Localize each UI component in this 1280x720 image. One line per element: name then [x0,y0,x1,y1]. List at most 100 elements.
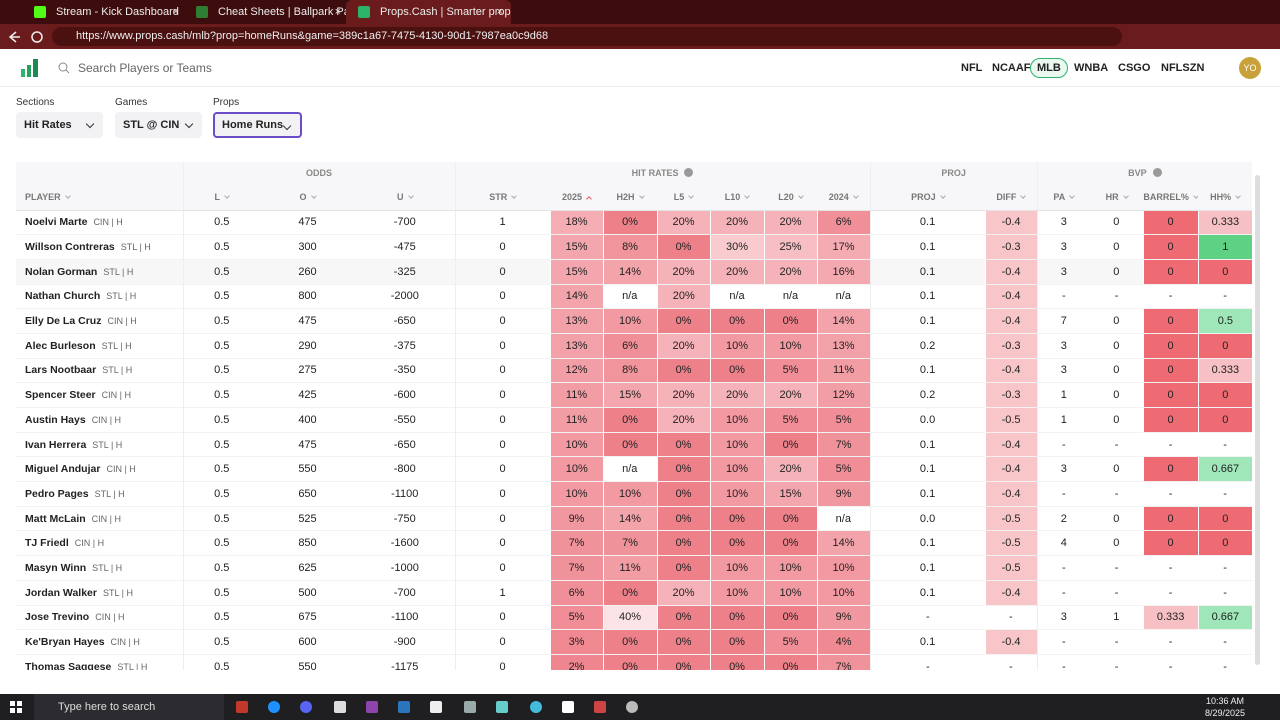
column-header[interactable]: L5 [657,184,711,211]
stat-cell: 550 [260,457,355,482]
league-link[interactable]: CSGO [1118,62,1151,74]
player-row[interactable]: Pedro Pages STL | H 0.5 650 -1100 0 10% 10% 0% 10… [16,481,1252,507]
player-row[interactable]: Masyn Winn STL | H 0.5 625 -1000 0 7% 11% 0% 10% 1… [16,555,1252,581]
column-header[interactable]: L10 [710,184,765,211]
cell-value: 3 [1060,216,1067,229]
tab-close[interactable]: × [496,6,503,18]
column-header[interactable]: HH% [1198,184,1252,211]
player-row[interactable]: Nolan Gorman STL | H 0.5 260 -325 0 15% 14% 20% 2… [16,259,1252,285]
stat-cell: 0 [454,308,551,334]
app-icon[interactable] [430,701,442,713]
league-link[interactable]: NCAAF [992,62,1031,74]
column-header[interactable]: H2H [603,184,658,211]
app-icon[interactable] [300,701,312,713]
filter-dropdown[interactable]: Hit Rates [16,112,103,138]
app-icon[interactable] [464,701,476,713]
app-icon[interactable] [268,701,280,713]
column-header[interactable]: DIFF [985,184,1038,211]
app-icon[interactable] [366,701,378,713]
scrollbar[interactable] [1255,175,1260,665]
cell-value: -650 [393,315,416,328]
app-icon[interactable] [594,701,606,713]
player-row[interactable]: Jordan Walker STL | H 0.5 500 -700 1 6% 0% 20% 10… [16,580,1252,605]
column-header[interactable]: PROJ [869,184,986,211]
logo[interactable] [21,59,39,77]
league-link[interactable]: NFL [961,62,983,74]
url-field[interactable]: https://www.props.cash/mlb?prop=homeRuns… [52,27,1122,46]
cell-value: 0% [782,537,799,550]
hit-rate-cell: 13% [549,333,604,359]
column-header[interactable]: L [182,184,260,211]
column-header[interactable]: HR [1090,184,1144,211]
column-header[interactable]: U [355,184,456,211]
cell-value: - [1062,290,1066,303]
column-title: HH% [1210,191,1232,202]
player-row[interactable]: Matt McLain CIN | H 0.5 525 -750 0 9% 14% 0% 0% 0%… [16,506,1252,531]
column-header[interactable]: STR [454,184,551,211]
taskbar: Type here to search 10:36 AM 8/29/2025 [0,694,1280,720]
hit-rate-cell: 0% [656,308,711,334]
column-header[interactable]: L20 [764,184,818,211]
player-cell: Noelvi Marte CIN | H [16,210,183,235]
taskbar-search[interactable]: Type here to search [34,694,224,720]
app-icon[interactable] [496,701,508,713]
stat-cell: 290 [260,333,355,358]
column-title: DIFF [996,191,1017,202]
column-header[interactable]: 2024 [817,184,871,211]
cell-value: 20% [726,265,749,278]
player-row[interactable]: Austin Hays CIN | H 0.5 400 -550 0 11% 0% 20% 10%… [16,407,1252,433]
cell-value: 0% [675,364,692,377]
column-header[interactable]: O [260,184,355,211]
hit-rate-cell: 14% [816,308,871,334]
tab-title: Stream - Kick Dashboard [56,6,179,18]
player-row[interactable]: Nathan Church STL | H 0.5 800 -2000 0 14% n/a 20… [16,284,1252,309]
browser-tab[interactable]: Stream - Kick Dashboard × [22,0,187,24]
tab-close[interactable]: × [334,6,341,18]
column-header[interactable]: 2025 [550,184,604,211]
app-icon[interactable] [562,701,574,713]
start-button[interactable] [10,701,22,713]
stat-cell: 0 [454,333,551,359]
stat-cell: -0.5 [984,506,1038,531]
player-row[interactable]: Thomas Saggese STL | H 0.5 550 -1175 0 2% 0% 0% 0… [16,654,1252,670]
filter-label: Games [115,97,148,108]
search-box[interactable]: Search Players or Teams [56,58,356,78]
tab-close[interactable]: × [172,6,179,18]
player-name: Matt McLain [25,512,86,525]
column-header[interactable]: PA [1036,184,1091,211]
player-row[interactable]: Elly De La Cruz CIN | H 0.5 475 -650 0 13% 10% 0… [16,308,1252,334]
hit-rate-cell: 10% [602,308,658,334]
player-row[interactable]: Willson Contreras STL | H 0.5 300 -475 0 15% 8%… [16,234,1252,260]
stat-cell: 0.5 [182,481,260,507]
player-row[interactable]: Jose Trevino CIN | H 0.5 675 -1100 0 5% 40% 0% 0%… [16,605,1252,630]
app-icon[interactable] [398,701,410,713]
sort-arrow [852,192,859,199]
player-row[interactable]: Spencer Steer CIN | H 0.5 425 -600 0 11% 15% 20%… [16,382,1252,408]
filter-dropdown[interactable]: STL @ CIN [115,112,202,138]
browser-tab[interactable]: Cheat Sheets | Ballpark Pal × [184,0,349,24]
nav-buttons[interactable] [6,30,46,44]
cell-value: 25% [779,241,802,254]
app-icon[interactable] [236,701,248,713]
player-row[interactable]: Noelvi Marte CIN | H 0.5 475 -700 1 18% 0% 20% 20… [16,210,1252,235]
avatar[interactable]: YO [1239,57,1261,79]
player-row[interactable]: Miguel Andujar CIN | H 0.5 550 -800 0 10% n/a 0%… [16,456,1252,482]
league-link[interactable]: WNBA [1074,62,1109,74]
column-header[interactable]: BARREL% [1143,184,1199,211]
player-row[interactable]: Ivan Herrera STL | H 0.5 475 -650 0 10% 0% 0% 10%… [16,432,1252,457]
player-row[interactable]: Alec Burleson STL | H 0.5 290 -375 0 13% 6% 20% 1… [16,333,1252,359]
app-icon[interactable] [626,701,638,713]
filter-dropdown[interactable]: Home Runs [213,112,302,138]
player-row[interactable]: Lars Nootbaar STL | H 0.5 275 -350 0 12% 8% 0% 0%… [16,358,1252,383]
column-header[interactable]: PLAYER [16,184,183,211]
app-icon[interactable] [334,701,346,713]
player-row[interactable]: TJ Friedl CIN | H 0.5 850 -1600 0 7% 7% 0% 0% 0% 14… [16,530,1252,556]
hit-rate-cell: 0% [656,629,711,655]
player-row[interactable]: Ke'Bryan Hayes CIN | H 0.5 600 -900 0 3% 0% 0% 0%… [16,629,1252,655]
stat-cell: -0.3 [984,333,1038,359]
league-link[interactable]: MLB [1030,58,1068,78]
browser-tab[interactable]: Props.Cash | Smarter prop bets. M× [346,0,511,24]
league-link[interactable]: NFLSZN [1161,62,1205,74]
app-icon[interactable] [530,701,542,713]
hit-rate-cell: 15% [549,234,604,260]
